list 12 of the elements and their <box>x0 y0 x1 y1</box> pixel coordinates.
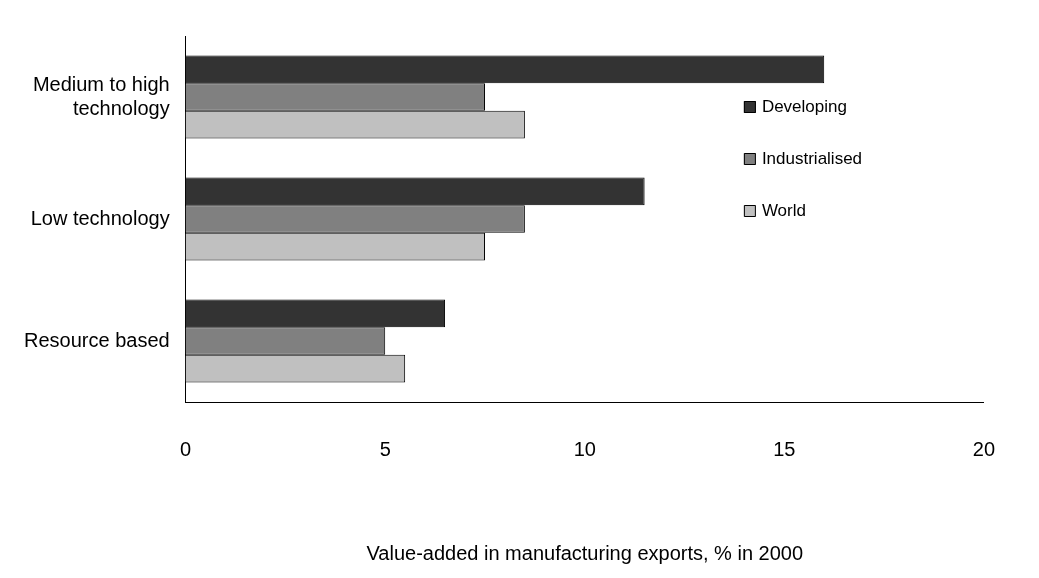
legend-label: Developing <box>761 96 847 116</box>
x-tick-label: 15 <box>773 437 796 460</box>
x-tick-label: 20 <box>972 437 995 460</box>
x-tick-label: 0 <box>180 437 192 460</box>
y-tick-label: Low technology <box>30 206 170 229</box>
x-tick-label: 10 <box>573 437 596 460</box>
y-tick-label: Medium to high technology <box>32 72 170 119</box>
x-axis-title: Value-added in manufacturing exports, % in 2000 <box>366 541 804 564</box>
legend-label: World <box>761 200 806 220</box>
y-tick-label: Resource based <box>23 328 170 351</box>
x-tick-label: 5 <box>379 437 391 460</box>
legend-label: Industrialised <box>761 148 863 168</box>
